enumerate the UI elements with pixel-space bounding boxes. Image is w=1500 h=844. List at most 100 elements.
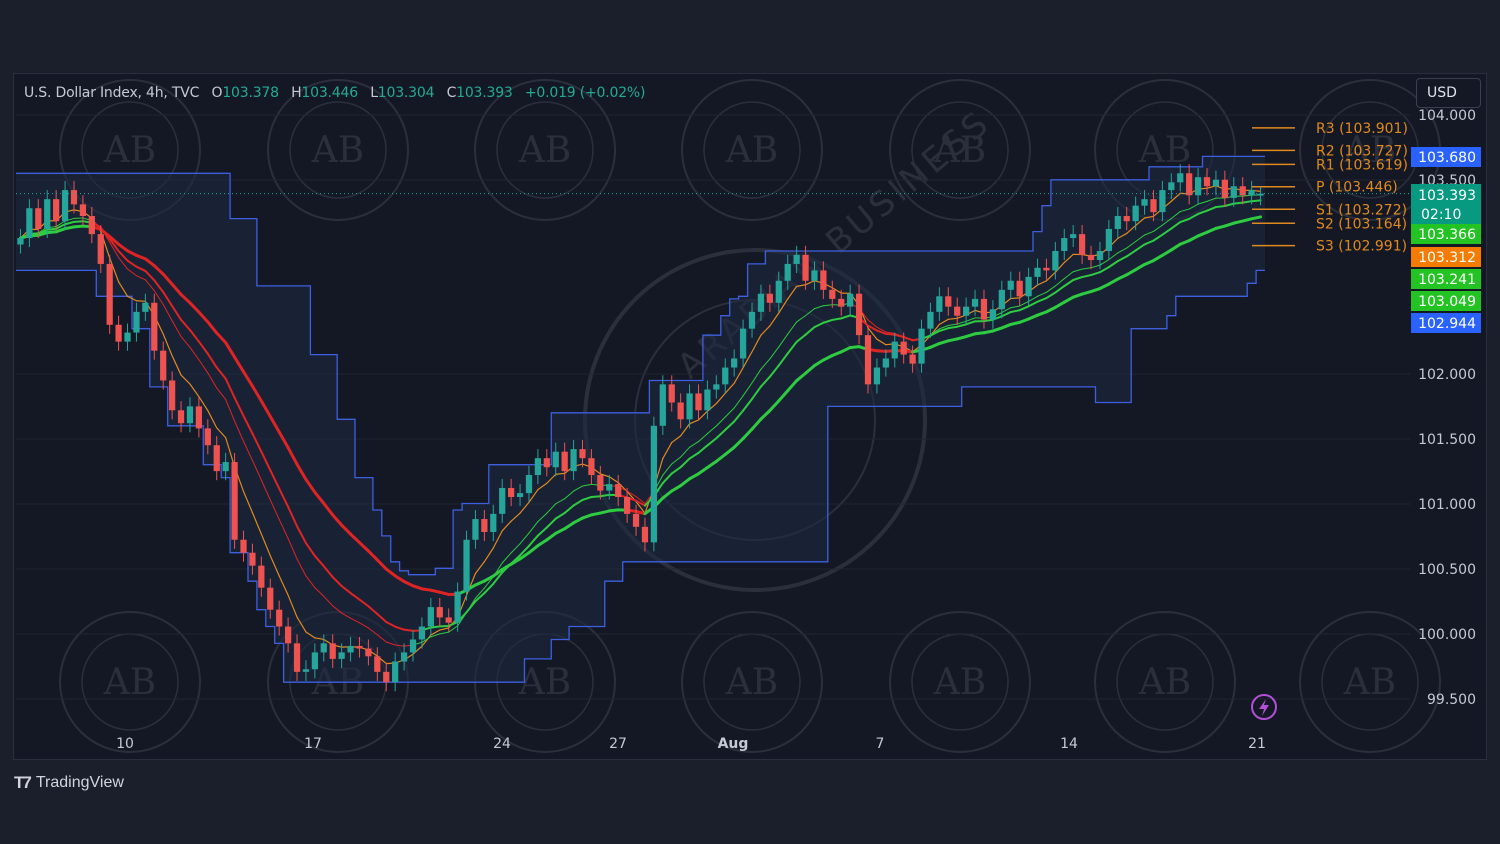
ma-slow-line [1196, 230, 1209, 238]
candle [249, 552, 256, 566]
ma-fast-line [1036, 280, 1048, 286]
ma-medium-thin-line [680, 446, 691, 458]
ma-medium-line [1081, 274, 1093, 279]
price-tag [1411, 291, 1481, 311]
ma-medium-thin-line [724, 407, 735, 418]
pivot-level-label: R1 (103.619) [1316, 157, 1408, 173]
lightning-icon[interactable] [1251, 694, 1277, 720]
ma-medium-line [46, 227, 58, 231]
ma-slow-line [1250, 215, 1263, 221]
candle [623, 497, 631, 514]
ma-medium-line [768, 364, 780, 378]
ma-medium-thin-line [144, 279, 155, 292]
ma-medium-thin-line [813, 305, 824, 310]
ma-fast-line [697, 410, 709, 421]
ma-fast-line [1126, 224, 1137, 235]
ma-slow-line [1205, 226, 1218, 234]
y-axis-tick-label: 100.000 [1418, 627, 1476, 643]
x-axis-tick-label: 17 [304, 736, 322, 752]
watermark-label: AB [103, 662, 156, 703]
legend-symbol: U.S. Dollar Index, 4h, TVC [24, 85, 200, 101]
ma-medium-thin-line [662, 463, 673, 476]
ma-slow-line [1000, 322, 1013, 330]
ma-slow-line [152, 264, 165, 276]
ma-medium-line [322, 565, 334, 579]
ma-slow-line [1089, 287, 1102, 294]
candle [900, 341, 907, 355]
ma-medium-line [902, 336, 914, 342]
ma-medium-line [1134, 243, 1146, 252]
ma-fast-line [1170, 192, 1181, 202]
candle [374, 656, 381, 672]
ma-slow-line [1009, 320, 1022, 326]
ma-fast-line [787, 285, 798, 300]
watermark-seal [1094, 611, 1236, 753]
ma-medium-line [64, 220, 75, 226]
ma-slow-line [1178, 239, 1191, 246]
ma-medium-thin-line [135, 275, 146, 281]
ma-slow-line [215, 331, 228, 345]
ma-medium-thin-line [626, 490, 637, 498]
ma-medium-line [590, 495, 602, 499]
currency-selector-button[interactable]: USD [1416, 78, 1481, 108]
ma-medium-thin-line [671, 456, 682, 465]
legend-low-label: L [370, 85, 378, 101]
ma-slow-line [946, 337, 959, 343]
ma-fast-line [751, 334, 762, 353]
price-tag-label: 103.680 [1418, 150, 1476, 166]
ma-medium-line [394, 625, 406, 631]
watermark-label: AB [1138, 662, 1191, 703]
watermark-seal-inner [703, 101, 801, 199]
watermark-label: AB [725, 662, 778, 703]
y-axis-tick-label: 102.000 [1418, 367, 1476, 383]
ma-medium-line [403, 628, 415, 632]
ma-slow-line [955, 335, 968, 341]
candle [160, 350, 167, 381]
ma-medium-line [938, 327, 950, 333]
candle [534, 458, 542, 476]
ma-slow-line [812, 358, 825, 368]
x-axis-tick-label: 21 [1248, 736, 1266, 752]
candle [1034, 267, 1041, 277]
ma-medium-line [117, 250, 129, 262]
ma-fast-line [769, 312, 780, 327]
ma-medium-line [554, 512, 566, 520]
ma-slow-line [661, 489, 674, 500]
watermark-label: AB [518, 662, 571, 703]
ma-medium-thin-line [1063, 271, 1074, 280]
ma-slow-line [928, 342, 941, 349]
watermark-label: AB [1343, 130, 1396, 171]
ma-medium-thin-line [421, 636, 432, 643]
candle [597, 475, 604, 491]
ma-medium-thin-line [1019, 300, 1030, 307]
ma-medium-line [1232, 201, 1244, 205]
candle [1007, 280, 1014, 290]
candle [722, 367, 729, 385]
ma-medium-thin-line [564, 490, 575, 500]
ma-medium-thin-line [1028, 295, 1039, 302]
ma-medium-line [1063, 278, 1075, 288]
pivot-level-label: S2 (103.164) [1316, 216, 1407, 232]
candle [400, 652, 408, 662]
pivot-level-label: S1 (103.272) [1316, 202, 1407, 218]
candle [97, 234, 104, 264]
ma-slow-line [786, 379, 799, 393]
ma-slow-line [54, 227, 67, 234]
ma-fast-line [242, 490, 254, 514]
candle [748, 311, 756, 329]
candle [79, 204, 87, 217]
ma-medium-line [108, 238, 120, 253]
ma-slow-line [108, 235, 121, 246]
ma-fast-line [474, 561, 485, 575]
ma-fast-line [947, 317, 958, 320]
ma-slow-line [982, 329, 995, 335]
ma-medium-line [527, 534, 539, 547]
ma-medium-thin-line [706, 425, 717, 435]
ma-medium-thin-line [162, 304, 173, 322]
tradingview-logo[interactable]: T7 TradingView [14, 773, 124, 793]
candle [1150, 199, 1157, 213]
watermark-label: AB [1138, 130, 1191, 171]
watermark-seal [889, 611, 1031, 753]
candle [891, 341, 898, 359]
